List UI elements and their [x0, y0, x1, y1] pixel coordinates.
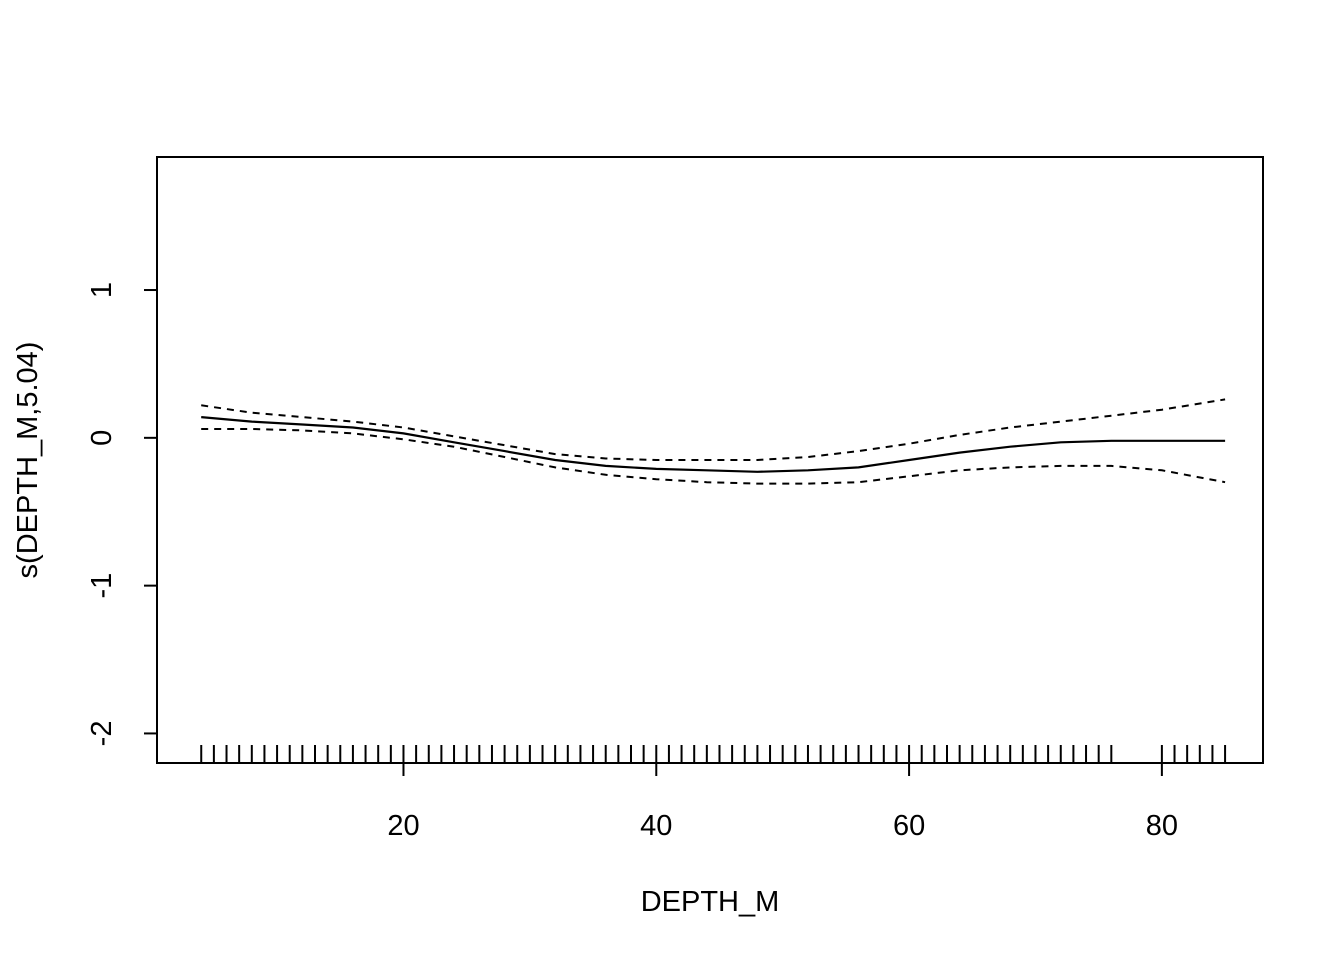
- x-tick-label: 20: [387, 810, 419, 842]
- confidence-band-upper: [201, 398, 1226, 461]
- series-lines: [201, 398, 1226, 485]
- smooth-fit-line: [201, 416, 1226, 473]
- x-tick-label: 60: [893, 810, 925, 842]
- x-axis-title: DEPTH_M: [641, 886, 780, 918]
- x-axis: 20 40 60 80: [387, 762, 1178, 842]
- y-tick-label: -1: [86, 573, 118, 599]
- y-axis-title: s(DEPTH_M,5.04): [12, 342, 44, 579]
- y-tick-label: -2: [86, 721, 118, 747]
- y-axis: -2 -1 0 1: [86, 282, 158, 747]
- x-tick-label: 40: [640, 810, 672, 842]
- y-tick-label: 0: [86, 430, 118, 446]
- y-tick-label: 1: [86, 282, 118, 298]
- confidence-band-lower: [201, 428, 1226, 485]
- x-tick-label: 80: [1146, 810, 1178, 842]
- rug-marks: [200, 745, 1227, 763]
